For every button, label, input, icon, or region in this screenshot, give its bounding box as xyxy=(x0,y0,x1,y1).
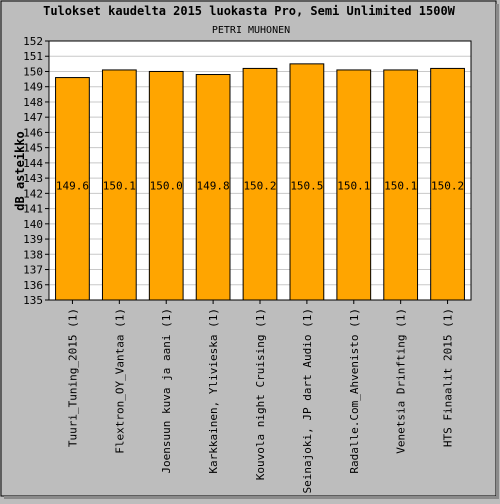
x-tick-label: Karkkainen, Ylivieska (1) xyxy=(207,308,220,474)
bar-value-label: 150.1 xyxy=(384,180,417,193)
bar xyxy=(55,77,90,301)
x-tick-label: Flextron_OY_Vantaa (1) xyxy=(113,308,126,454)
y-tick-label: 149 xyxy=(23,81,43,94)
y-tick-label: 143 xyxy=(23,172,43,185)
y-tick-label: 147 xyxy=(23,111,43,124)
y-tick-label: 136 xyxy=(23,279,43,292)
x-tick-label: Kouvola night Cruising (1) xyxy=(254,308,267,480)
chart-subtitle: PETRI MUHONEN xyxy=(212,25,290,36)
y-tick-label: 140 xyxy=(23,218,43,231)
y-tick-label: 139 xyxy=(23,233,43,246)
chart-shadow-right xyxy=(496,4,499,499)
bar-value-label: 150.1 xyxy=(337,180,370,193)
bar xyxy=(195,74,231,301)
bar-value-label: 150.5 xyxy=(290,180,323,193)
y-axis-label: dB asteikko xyxy=(13,131,27,210)
y-tick-label: 150 xyxy=(23,65,43,78)
x-tick-label: Venetsia Drinfting (1) xyxy=(395,308,408,454)
x-tick-label: Seinajoki, JP dart Audio (1) xyxy=(301,308,314,493)
chart-title: Tulokset kaudelta 2015 luokasta Pro, Sem… xyxy=(43,4,456,18)
x-tick-label: Radalle.Com_Ahvenisto (1) xyxy=(348,308,361,474)
y-tick-label: 135 xyxy=(23,294,43,307)
bar xyxy=(336,69,372,301)
y-axis: 135 136 137 138 139 140 141 142 143 144 145 146 147 1… xyxy=(23,35,49,307)
bar-value-label: 149.8 xyxy=(197,180,230,193)
bar-value-label: 150.0 xyxy=(150,180,183,193)
y-tick-label: 141 xyxy=(23,203,43,216)
bar-value-label: 150.1 xyxy=(103,180,136,193)
y-tick-label: 152 xyxy=(23,35,43,48)
y-tick-label: 144 xyxy=(23,157,43,170)
bar xyxy=(383,69,419,301)
bar xyxy=(242,67,278,301)
y-tick-label: 151 xyxy=(23,50,43,63)
x-tick-label: Joensuun kuva ja aani (1) xyxy=(160,308,173,474)
y-tick-label: 138 xyxy=(23,248,43,261)
y-tick-label: 146 xyxy=(23,126,43,139)
x-axis: Tuuri_Tuning_2015 (1) Flextron_OY_Vantaa … xyxy=(66,300,455,493)
bar-value-label: 149.6 xyxy=(56,180,89,193)
y-tick-label: 137 xyxy=(23,264,43,277)
bar-value-labels: 149.6 150.1 150.0 149.8 150.2 150.5 150.1 150.1… xyxy=(56,180,464,193)
bar xyxy=(289,63,325,301)
bar xyxy=(430,67,465,301)
y-tick-label: 145 xyxy=(23,142,43,155)
x-tick-label: HTS Finaalit 2015 (1) xyxy=(442,308,455,447)
bar-value-label: 150.2 xyxy=(243,180,276,193)
y-tick-label: 148 xyxy=(23,96,43,109)
bars xyxy=(55,63,465,301)
bar-value-label: 150.2 xyxy=(431,180,464,193)
x-tick-label: Tuuri_Tuning_2015 (1) xyxy=(66,308,79,447)
y-tick-label: 142 xyxy=(23,187,43,200)
chart-shadow-bottom xyxy=(4,496,498,499)
